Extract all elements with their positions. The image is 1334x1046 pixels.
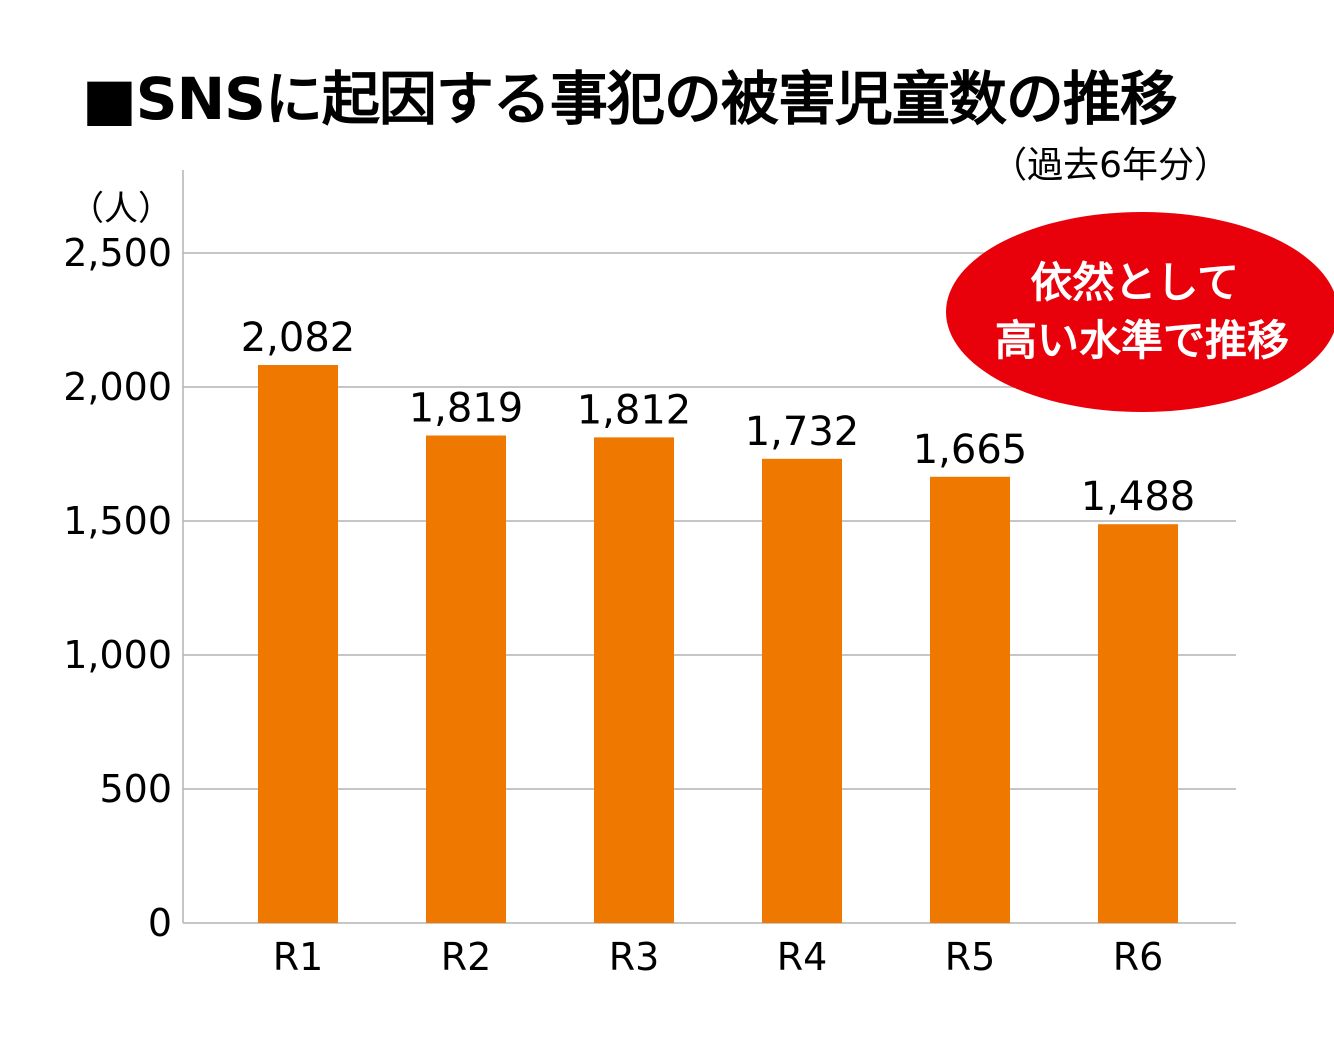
x-tick-label: R6 [1113, 935, 1164, 979]
callout-ellipse [946, 212, 1334, 412]
y-axis-ticks: 0 500 1,000 1,500 2,000 2,500 [63, 231, 172, 945]
x-tick-label: R1 [273, 935, 324, 979]
x-tick-label: R4 [777, 935, 828, 979]
callout-line-2: 高い水準で推移 [995, 316, 1289, 365]
callout-line-1: 依然として [1030, 258, 1239, 307]
y-tick-label: 1,000 [63, 633, 172, 677]
value-label: 1,812 [577, 387, 692, 433]
y-tick-label: 500 [99, 767, 172, 811]
chart-subtitle: （過去6年分） [991, 145, 1230, 186]
y-tick-label: 0 [148, 901, 172, 945]
svg-text:依然として 高い水準で推移: 依然として 高い水準で推移 [995, 258, 1289, 365]
bar-r4 [762, 458, 842, 923]
chart-title: ■SNSに起因する事犯の被害児童数の推移 [82, 65, 1178, 133]
y-axis-unit: （人） [70, 189, 172, 229]
value-label: 1,819 [409, 386, 524, 432]
y-tick-label: 2,000 [63, 365, 172, 409]
x-tick-label: R5 [945, 935, 996, 979]
x-tick-label: R3 [609, 935, 660, 979]
value-label: 1,732 [745, 409, 860, 455]
bar-r3 [594, 437, 674, 923]
bars [258, 365, 1178, 923]
x-axis-labels: R1 R2 R3 R4 R5 R6 [273, 935, 1164, 979]
bar-r1 [258, 365, 338, 923]
value-label: 1,488 [1081, 474, 1196, 520]
value-labels: 2,082 1,819 1,812 1,732 1,665 1,488 [241, 315, 1196, 520]
x-tick-label: R2 [441, 935, 492, 979]
callout-bubble: 依然として 高い水準で推移 [946, 212, 1334, 412]
y-tick-label: 2,500 [63, 231, 172, 275]
bar-r2 [426, 435, 506, 923]
y-tick-label: 1,500 [63, 499, 172, 543]
bar-r6 [1098, 524, 1178, 923]
value-label: 1,665 [913, 427, 1028, 473]
bar-r5 [930, 476, 1010, 923]
value-label: 2,082 [241, 315, 356, 361]
